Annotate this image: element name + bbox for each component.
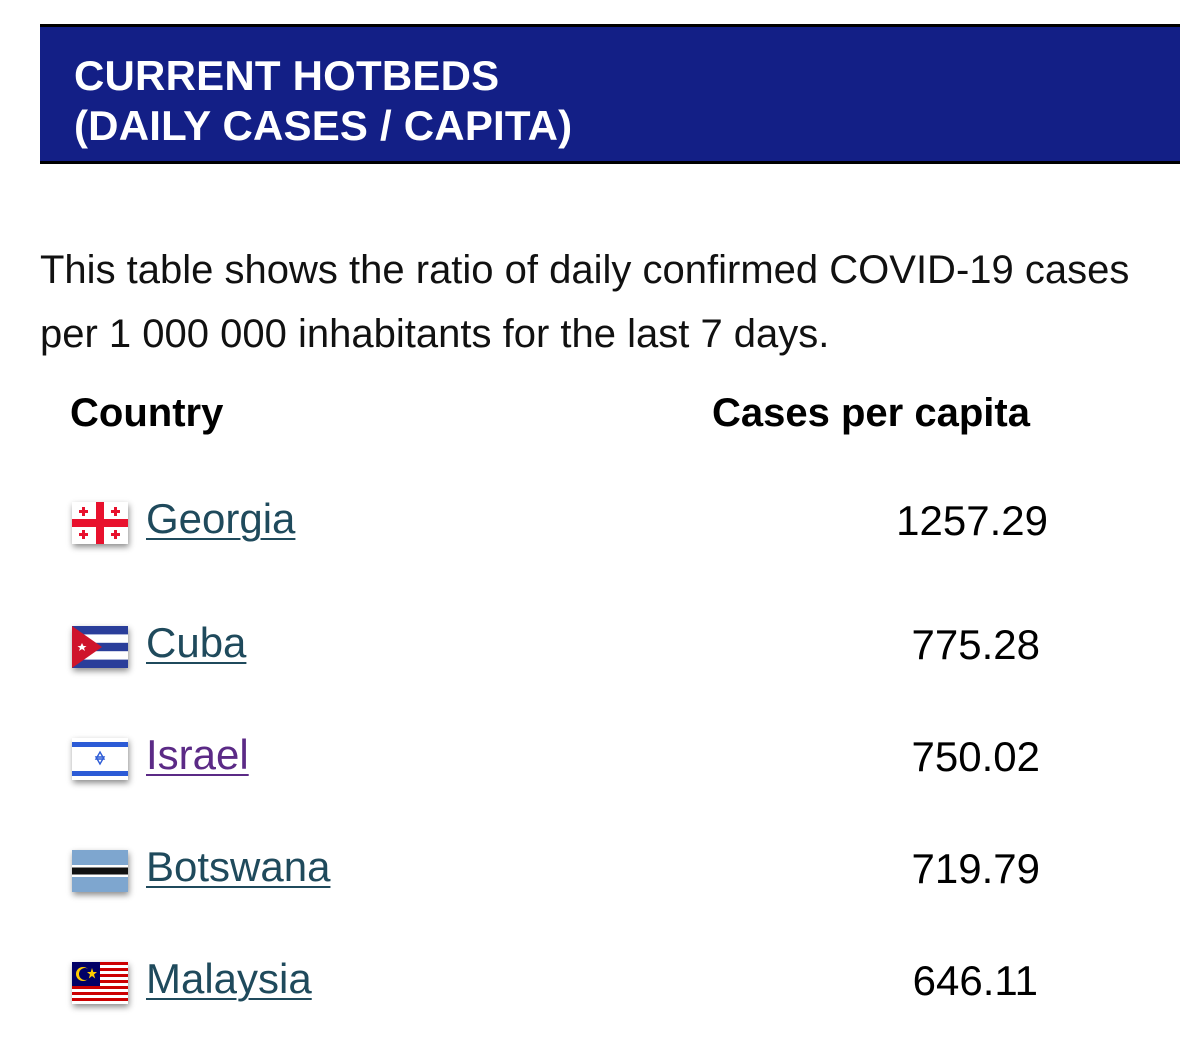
cases-value: 775.28 xyxy=(911,621,1040,668)
table-row: Georgia 1257.29 xyxy=(40,484,1150,564)
country-link-georgia[interactable]: Georgia xyxy=(146,495,296,542)
table-row: Cuba 775.28 xyxy=(40,608,1150,688)
cases-value: 646.11 xyxy=(912,957,1038,1004)
table-description: This table shows the ratio of daily conf… xyxy=(40,248,1130,356)
table-row: Israel 750.02 xyxy=(40,720,1150,800)
table-row: Malaysia 646.11 xyxy=(40,944,1150,1024)
header-title-line-2: (DAILY CASES / CAPITA) xyxy=(74,102,573,149)
header-banner: CURRENT HOTBEDS (DAILY CASES / CAPITA) xyxy=(40,24,1180,164)
column-header-country: Country xyxy=(70,391,224,435)
country-link-malaysia[interactable]: Malaysia xyxy=(146,955,312,1002)
georgia-flag-icon xyxy=(72,502,128,544)
table-row: Botswana 719.79 xyxy=(40,832,1150,912)
cases-value: 1257.29 xyxy=(896,497,1048,544)
column-header-cases-per-capita: Cases per capita xyxy=(712,391,1030,435)
cases-value: 750.02 xyxy=(911,733,1040,780)
botswana-flag-icon xyxy=(72,850,128,892)
cuba-flag-icon xyxy=(72,626,128,668)
country-link-israel[interactable]: Israel xyxy=(146,731,249,778)
country-link-botswana[interactable]: Botswana xyxy=(146,843,331,890)
country-link-cuba[interactable]: Cuba xyxy=(146,619,247,666)
malaysia-flag-icon xyxy=(72,962,128,1004)
israel-flag-icon xyxy=(72,738,128,780)
header-title-line-1: CURRENT HOTBEDS xyxy=(74,52,500,99)
cases-value: 719.79 xyxy=(911,845,1040,892)
